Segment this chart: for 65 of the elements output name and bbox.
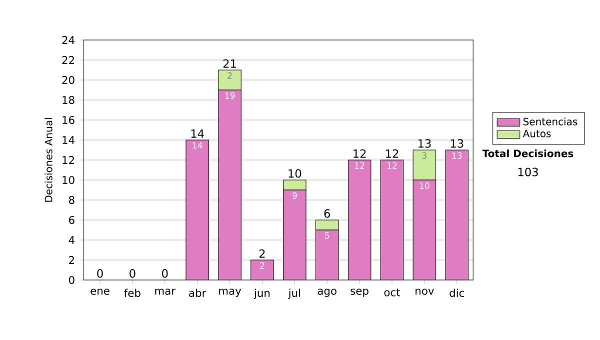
bar [283, 190, 306, 280]
data-label: 19 [225, 92, 235, 99]
legend-label: Sentencias [523, 118, 578, 126]
total-label: 0 [97, 269, 103, 278]
total-label: 6 [324, 209, 330, 218]
y-tick-label: 18 [62, 96, 74, 104]
x-tick-label: may [219, 288, 242, 297]
bar [315, 230, 339, 280]
data-label: 5 [325, 232, 330, 239]
total-label: 13 [450, 139, 464, 148]
y-tick-label: 8 [69, 196, 74, 204]
y-tick-label: 20 [62, 76, 74, 84]
data-label: 12 [387, 162, 397, 169]
x-tick-label: abr [189, 288, 206, 297]
legend-label: Autos [522, 130, 551, 138]
total-label: 12 [386, 149, 398, 158]
total-label: 13 [418, 139, 431, 148]
bar [412, 180, 436, 280]
y-tick-label: 12 [62, 156, 74, 164]
y-tick-label: 24 [62, 36, 74, 44]
bar [348, 160, 372, 280]
total-label: 0 [162, 269, 168, 278]
y-tick-label: 14 [62, 136, 74, 144]
data-label: 9 [292, 192, 297, 199]
data-label: 3 [422, 152, 426, 159]
y-tick-label: 6 [69, 216, 74, 224]
x-tick-label: jul [288, 288, 300, 300]
bar [283, 180, 306, 190]
data-label: 10 [420, 182, 430, 189]
bar [412, 150, 436, 180]
text: Total Decisiones [482, 149, 574, 158]
bar [315, 220, 339, 230]
bar [186, 140, 209, 280]
x-tick-label: nov [416, 288, 434, 295]
y-tick-label: 0 [68, 276, 74, 284]
x-tick-label: ene [90, 288, 110, 295]
data-label: 2 [228, 72, 232, 79]
data-label: 2 [260, 262, 264, 269]
total-label: 10 [288, 169, 302, 178]
total-label: 2 [259, 249, 265, 258]
bar [218, 90, 242, 280]
x-tick-label: dic [450, 288, 464, 297]
total-label: 0 [130, 269, 136, 278]
bar [445, 150, 469, 280]
total-label: 12 [354, 149, 366, 158]
bar [380, 160, 404, 280]
x-tick-label: feb [124, 288, 140, 297]
y-tick-label: 2 [69, 256, 74, 264]
bar [250, 260, 274, 280]
y-tick-label: 4 [68, 236, 74, 244]
y-tick-label: 22 [62, 56, 74, 64]
x-tick-label: jun [254, 288, 270, 300]
y-tick-label: 16 [62, 116, 74, 124]
y-tick-label: 10 [62, 176, 74, 184]
y-axis-title: Decisiones Anual [44, 118, 52, 202]
text: 103 [518, 168, 538, 176]
data-label: 13 [452, 152, 462, 159]
x-tick-label: mar [155, 288, 176, 295]
x-tick-label: ago [318, 288, 336, 297]
data-label: 12 [354, 162, 364, 169]
total-label: 21 [223, 59, 236, 68]
x-tick-label: sep [350, 288, 368, 297]
x-tick-label: oct [384, 288, 400, 296]
data-label: 14 [192, 142, 202, 149]
total-label: 14 [191, 129, 204, 138]
